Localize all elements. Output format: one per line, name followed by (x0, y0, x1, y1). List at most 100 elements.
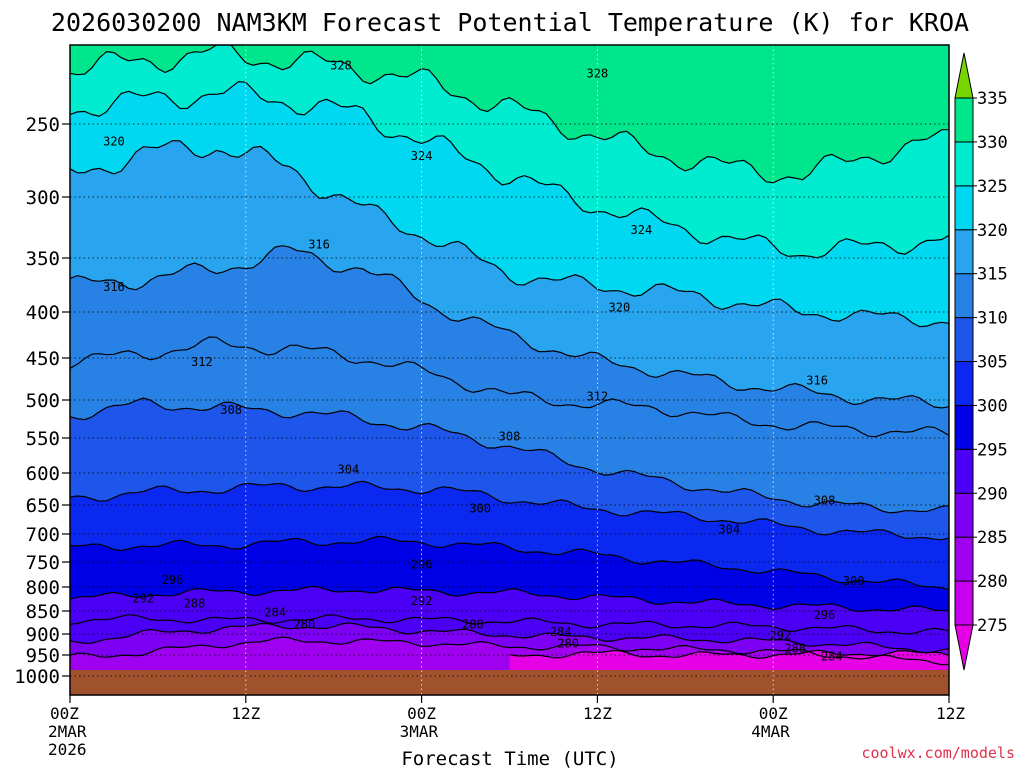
isentrope-324 (70, 80, 949, 259)
isentrope-contours (70, 45, 949, 666)
y-tick-label: 950 (26, 645, 60, 667)
y-tick-label: 300 (26, 187, 60, 209)
isentrope-288 (70, 622, 949, 654)
y-tick-label: 850 (26, 601, 60, 623)
colorbar-segment (954, 404, 974, 450)
contour-label: 284 (264, 605, 286, 619)
contour-label: 308 (499, 429, 521, 443)
x-tick-date: 3MAR (400, 722, 439, 741)
contour-label: 324 (631, 223, 653, 237)
colorbar-label: 305 (977, 353, 1008, 373)
x-tick-label: 12Z (231, 704, 260, 723)
x-tick-date: 2MAR (48, 722, 87, 741)
isentrope-312 (70, 336, 949, 438)
contour-label: 320 (103, 135, 125, 149)
isentrope-296 (70, 585, 949, 613)
contour-label: 280 (557, 637, 579, 651)
colorbar-segment (954, 141, 974, 187)
colorbar-label: 325 (977, 177, 1008, 197)
contour-label: 292 (411, 594, 433, 608)
contour-label: 292 (132, 592, 154, 606)
contour-label: 284 (550, 625, 572, 639)
y-tick-label: 350 (26, 248, 60, 270)
contour-label: 320 (609, 301, 631, 315)
contour-label: 308 (220, 403, 242, 417)
contour-label: 308 (814, 494, 836, 508)
contour-label: 280 (294, 617, 316, 631)
contour-label: 296 (814, 608, 836, 622)
plot-frame (69, 44, 950, 696)
contour-labels: 328 328 320 324 324 316 316 320 312 316 308 312 308 3… (103, 59, 865, 664)
isentrope-328 (70, 45, 949, 184)
x-tick-label: 12Z (936, 704, 965, 723)
colorbar-segment (954, 536, 974, 582)
contour-label: 292 (770, 629, 792, 643)
y-tick-label: 250 (26, 114, 60, 136)
colorbar-extend-low (954, 624, 974, 671)
contour-label: 328 (587, 66, 609, 80)
colorbar-label: 300 (977, 396, 1008, 416)
colorbar-segment (954, 361, 974, 406)
x-tick-label: 00Z (759, 704, 788, 723)
y-tick-label: 900 (26, 624, 60, 646)
colorbar-extend-high (954, 52, 974, 99)
contour-label: 304 (718, 522, 740, 536)
y-tick-label: 750 (26, 552, 60, 574)
colorbar-label: 280 (977, 572, 1008, 592)
x-tick-year: 2026 (48, 740, 87, 759)
isentrope-320 (70, 139, 949, 328)
colorbar-segment (954, 229, 974, 275)
contour-label: 312 (191, 355, 213, 369)
contour-label: 316 (103, 280, 125, 294)
colorbar-label: 330 (977, 133, 1008, 153)
y-tick-label: 1000 (14, 666, 60, 688)
isentrope-316 (70, 245, 949, 409)
contour-label: 300 (469, 501, 491, 515)
isentrope-284 (70, 636, 949, 666)
colorbar-segment (954, 448, 974, 494)
colorbar-label: 285 (977, 528, 1008, 548)
colorbar: 275 280 285 290 295 300 305 310 315 320 325 330 335 (954, 52, 1008, 671)
chart-title: 2026030200 NAM3KM Forecast Potential Tem… (51, 8, 969, 37)
x-tick-label: 00Z (407, 704, 436, 723)
colorbar-label: 310 (977, 309, 1008, 329)
y-tick-label: 650 (26, 495, 60, 517)
contour-label: 296 (162, 573, 184, 587)
y-tick-label: 500 (26, 390, 60, 412)
pressure-axis: 2503003504004505005506006507007508008509… (14, 114, 70, 688)
colorbar-label: 335 (977, 89, 1008, 109)
y-tick-label: 450 (26, 348, 60, 370)
colorbar-segment (954, 185, 974, 231)
contour-label: 288 (784, 641, 806, 655)
credit-link[interactable]: coolwx.com/models (861, 744, 1015, 762)
contour-label: 284 (821, 649, 843, 663)
isentrope-300 (70, 535, 949, 591)
y-tick-label: 400 (26, 302, 60, 324)
y-tick-label: 800 (26, 577, 60, 599)
isentrope-292 (70, 614, 949, 635)
colorbar-label: 295 (977, 440, 1008, 460)
colorbar-segment (954, 273, 974, 319)
y-tick-label: 700 (26, 524, 60, 546)
ground-surface (70, 670, 949, 695)
colorbar-label: 320 (977, 221, 1008, 241)
contour-label: 288 (462, 617, 484, 631)
contour-label: 296 (411, 558, 433, 572)
x-tick-date: 4MAR (751, 722, 790, 741)
contour-label: 300 (843, 574, 865, 588)
y-tick-label: 600 (26, 463, 60, 485)
contour-label: 288 (184, 596, 206, 610)
colorbar-segment (954, 580, 974, 626)
colorbar-segment (954, 317, 974, 363)
contour-label: 316 (308, 238, 330, 252)
contour-label: 324 (411, 149, 433, 163)
contour-label: 316 (806, 374, 828, 388)
colorbar-label: 275 (977, 616, 1008, 636)
contour-label: 312 (587, 390, 609, 404)
colorbar-label: 290 (977, 484, 1008, 504)
contour-label: 304 (338, 463, 360, 477)
x-tick-label: 00Z (50, 704, 79, 723)
colorbar-label: 315 (977, 265, 1008, 285)
